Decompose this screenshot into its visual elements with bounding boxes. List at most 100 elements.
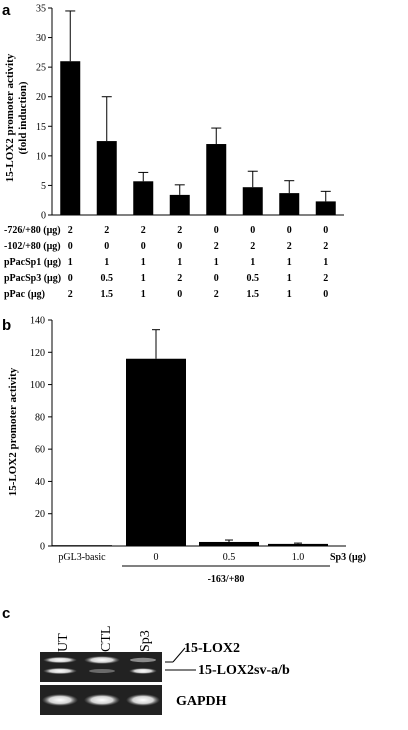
panel-a-condition-value: 0 <box>177 289 182 300</box>
gel-band-ctl-gapdh <box>84 694 120 706</box>
panel-a-condition-value: 0 <box>287 225 292 236</box>
panel-a-condition-value: 0 <box>68 241 73 252</box>
panel-a-condition-value: 1 <box>250 257 255 268</box>
panel-a-y-tick-label: 20 <box>36 92 46 103</box>
panel-a-condition-value: 1 <box>287 273 292 284</box>
panel-a-condition-value: 1 <box>104 257 109 268</box>
panel-a-condition-value: 1.5 <box>101 289 114 300</box>
panel-b-y-tick-label: 40 <box>35 477 45 488</box>
panel-a-condition-value: 2 <box>68 289 73 300</box>
panel-b-y-tick-label: 0 <box>40 542 45 553</box>
panel-b-y-tick-label: 140 <box>30 316 45 327</box>
panel-a-condition-value: 0.5 <box>247 273 260 284</box>
panel-a-condition-value: 0 <box>323 225 328 236</box>
gel-lane-label-ut: UT <box>56 633 71 652</box>
panel-a-condition-value: 2 <box>141 225 146 236</box>
panel-a-condition-value: 2 <box>177 273 182 284</box>
panel-b-group-label: -163/+80 <box>208 574 245 585</box>
panel-a-condition-value: 1 <box>214 257 219 268</box>
panel-a-condition-value: 0 <box>323 289 328 300</box>
panel-b-category-label: pGL3-basic <box>58 552 106 563</box>
panel-a-condition-value: 1 <box>141 257 146 268</box>
panel-a-y-tick-label: 35 <box>36 4 46 15</box>
panel-a-condition-value: 2 <box>250 241 255 252</box>
panel-b-bar <box>268 543 328 546</box>
panel-a-condition-label: -726/+80 (μg) <box>4 225 61 236</box>
panel-b-chart: 15-LOX2 promoter activity 0 20 40 60 80 100 12… <box>7 316 366 586</box>
panel-a-bar <box>60 61 81 215</box>
panel-b-y-tick-label: 80 <box>35 412 45 423</box>
panel-b-x-unit-label: Sp3 (μg) <box>330 552 366 563</box>
panel-b-category-labels: pGL3-basic 0 0.5 1.0 Sp3 (μg) -163/+80 <box>58 552 366 585</box>
gel-band-ut-gapdh <box>42 694 78 706</box>
gel-band-ctl-upper <box>84 656 120 664</box>
panel-a-bar <box>315 201 336 215</box>
panel-a-condition-value: 1 <box>323 257 328 268</box>
panel-b-y-tick-label: 60 <box>35 445 45 456</box>
panel-b-category-label: 0 <box>154 552 159 563</box>
panel-a-y-tick-label: 5 <box>41 181 46 192</box>
gel-band-label-sv: 15-LOX2sv-a/b <box>198 663 290 678</box>
gel-lane-label-ctl: CTL <box>99 626 114 652</box>
panel-a-condition-value: 0 <box>250 225 255 236</box>
panel-a-condition-value: 1 <box>68 257 73 268</box>
panel-a-y-tick-label: 30 <box>36 33 46 44</box>
panel-a-condition-value: 2 <box>68 225 73 236</box>
panel-a-condition-value: 1 <box>287 289 292 300</box>
panel-b-axes: 0 20 40 60 80 100 120 140 <box>30 316 346 553</box>
panel-a-condition-label: pPacSp3 (μg) <box>4 273 61 284</box>
panel-a-ylabel-line2: (fold induction) <box>17 81 29 154</box>
panel-a-chart: 15-LOX2 promoter activity (fold inductio… <box>4 4 344 300</box>
panel-a-condition-value: 1 <box>177 257 182 268</box>
panel-a-conditions-table: -726/+80 (μg) 2 2 2 2 0 0 0 0 -102/+80 (μg) 0 0 0 0 2 2… <box>4 225 328 300</box>
panel-a-bars <box>60 10 336 215</box>
panel-a-condition-label: pPac (μg) <box>4 289 45 300</box>
gel-band-ut-lower <box>43 667 77 675</box>
panel-a-y-tick-label: 25 <box>36 63 46 74</box>
panel-a-axes: 0 5 10 15 20 25 30 35 <box>36 4 344 222</box>
gel-image: UT CTL Sp3 15-LOX2 15-LOX2sv-a/b GAPDH <box>40 626 290 715</box>
panel-b-category-label: 1.0 <box>292 552 305 563</box>
gel-band-label-15lox2: 15-LOX2 <box>184 641 240 656</box>
panel-a-bar <box>169 194 190 215</box>
panel-a-condition-value: 0 <box>68 273 73 284</box>
panel-a-condition-value: 0 <box>141 241 146 252</box>
panel-b-y-tick-label: 20 <box>35 509 45 520</box>
panel-a-condition-label: -102/+80 (μg) <box>4 241 61 252</box>
panel-a-y-tick-label: 10 <box>36 151 46 162</box>
gel-lane-label-sp3: Sp3 <box>138 630 153 652</box>
panel-a-bar <box>96 141 117 215</box>
panel-a-bar <box>242 187 263 215</box>
gel-band-ctl-lower <box>89 669 115 673</box>
panel-a-condition-value: 1 <box>141 289 146 300</box>
panel-b-ylabel: 15-LOX2 promoter activity <box>7 367 19 496</box>
panel-a-bar <box>206 144 227 215</box>
gel-loading-control-label: GAPDH <box>176 694 227 709</box>
panel-a-ylabel-line1: 15-LOX2 promoter activity <box>4 53 16 182</box>
gel-band-sp3-lower <box>129 668 157 674</box>
panel-a-condition-value: 2 <box>287 241 292 252</box>
panel-a-condition-value: 0 <box>104 241 109 252</box>
panel-a-condition-value: 1 <box>287 257 292 268</box>
panel-b-y-tick-label: 100 <box>30 380 45 391</box>
panel-a-condition-value: 0.5 <box>101 273 114 284</box>
panel-a-condition-value: 2 <box>323 241 328 252</box>
panel-b-bar <box>52 545 112 546</box>
panel-b-bar <box>126 358 186 546</box>
panel-a-y-tick-label: 15 <box>36 122 46 133</box>
panel-a-condition-value: 2 <box>177 225 182 236</box>
panel-a-condition-value: 1 <box>141 273 146 284</box>
panel-letter-b: b <box>2 317 11 334</box>
panel-letter-a: a <box>2 2 11 19</box>
panel-a-condition-value: 0 <box>177 241 182 252</box>
panel-a-condition-value: 2 <box>214 241 219 252</box>
panel-b-y-tick-label: 120 <box>30 348 45 359</box>
panel-a-y-tick-label: 0 <box>41 211 46 222</box>
gel-band-sp3-upper <box>130 657 156 663</box>
panel-a-bar <box>279 193 300 215</box>
panel-a-condition-value: 0 <box>214 273 219 284</box>
gel-pointer-15lox2-diag <box>172 647 186 663</box>
panel-a-condition-value: 1.5 <box>247 289 260 300</box>
panel-a-condition-value: 2 <box>323 273 328 284</box>
